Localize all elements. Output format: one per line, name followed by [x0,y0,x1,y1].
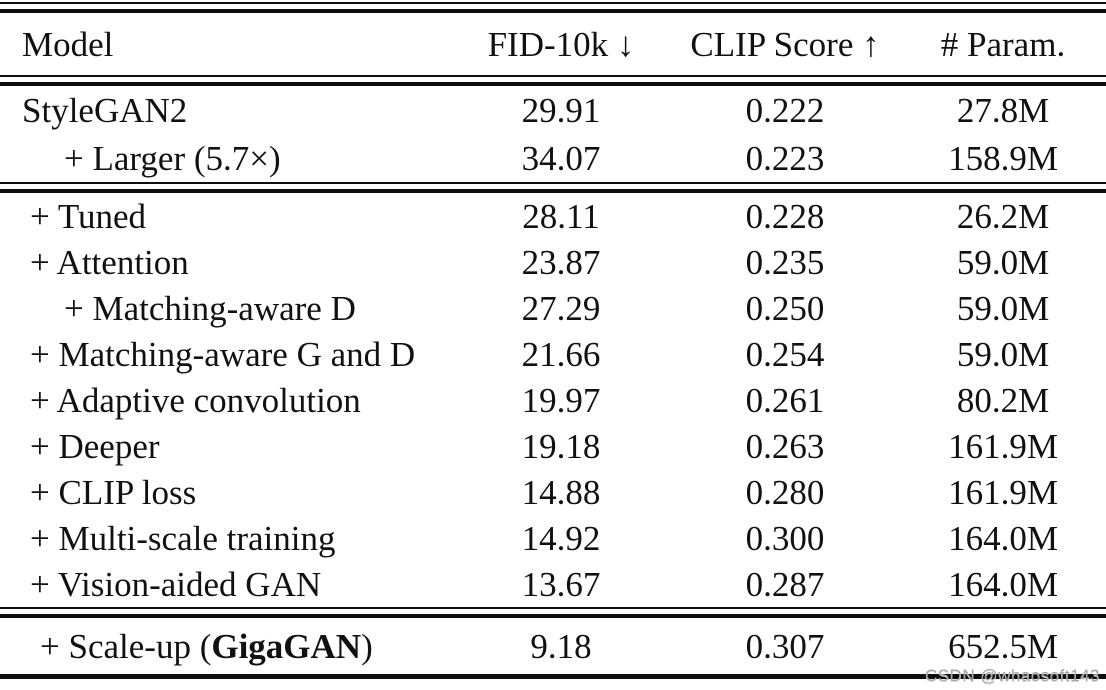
model-name: + Vision-aided GAN [30,564,322,604]
model-name: + Deeper [30,426,160,466]
section-divider-rule [0,182,1106,193]
fid-value-cell: 23.87 [521,242,601,282]
rule-thin-line [0,75,1106,77]
model-name: + CLIP loss [30,472,197,512]
fid-value-cell: 19.18 [521,426,601,466]
clip-score-value-cell: 0.307 [745,626,825,666]
model-cell: + Scale-up (GigaGAN) [0,629,452,664]
model-cell: + Tuned [0,199,452,234]
model-cell: + Matching-aware G and D [0,337,452,372]
fid-value-cell: 13.67 [521,564,601,604]
model-cell: + Attention [0,245,452,280]
param-count-cell: 164.0M [948,564,1058,604]
table-row: + Adaptive convolution 19.97 0.261 80.2M [0,377,1106,423]
table-row: + Matching-aware G and D 21.66 0.254 59.0M [0,331,1106,377]
model-name: + Scale-up ( [40,626,212,666]
table-row: + Larger (5.7×) 34.07 0.223 158.9M [0,134,1106,182]
param-count-cell: 59.0M [956,288,1050,328]
rule-thin-line [0,182,1106,184]
clip-score-value-cell: 0.261 [745,380,825,420]
param-count-cell: 158.9M [948,138,1058,178]
table-row: + Deeper 19.18 0.263 161.9M [0,423,1106,469]
model-name: + Multi-scale training [30,518,336,558]
clip-score-value-cell: 0.300 [745,518,825,558]
clip-score-value-cell: 0.287 [745,564,825,604]
fid-value-cell: 21.66 [521,334,601,374]
model-cell: + Larger (5.7×) [0,141,452,176]
table-row: StyleGAN2 29.91 0.222 27.8M [0,86,1106,134]
model-cell: + Adaptive convolution [0,383,452,418]
column-header-model: Model [22,24,114,64]
param-count-cell: 161.9M [948,426,1058,466]
model-name: + Attention [30,242,189,282]
table-row: + Multi-scale training 14.92 0.300 164.0M [0,515,1106,561]
column-header-clip-score: CLIP Score ↑ [690,24,880,64]
rule-thin-line [0,2,1106,4]
param-count-cell: 652.5M [948,626,1058,666]
model-cell: + Deeper [0,429,452,464]
model-name: + Matching-aware D [64,288,356,328]
model-name: + Matching-aware G and D [30,334,416,374]
watermark: CSDN @whaosoft143 [924,666,1100,685]
rule-thick-line [0,614,1106,618]
model-name: + Adaptive convolution [30,380,361,420]
bottom-rule [0,674,1106,679]
param-count-cell: 27.8M [956,90,1050,130]
param-count-cell: 161.9M [948,472,1058,512]
clip-score-value-cell: 0.263 [745,426,825,466]
model-name: + Tuned [30,196,147,236]
table-row: + Attention 23.87 0.235 59.0M [0,239,1106,285]
fid-value-cell: 28.11 [522,196,600,236]
param-count-cell: 164.0M [948,518,1058,558]
table-row: + Tuned 28.11 0.228 26.2M [0,193,1106,239]
section-ablations: + Tuned 28.11 0.228 26.2M + Attention 23.87 0.… [0,193,1106,607]
fid-value-cell: 27.29 [521,288,601,328]
rule-thin-line [0,607,1106,609]
model-name: ) [361,626,373,666]
model-cell: + CLIP loss [0,475,452,510]
section-final: + Scale-up (GigaGAN) 9.18 0.307 652.5M [0,618,1106,674]
clip-score-value-cell: 0.228 [745,196,825,236]
clip-score-value-cell: 0.280 [745,472,825,512]
param-count-cell: 59.0M [956,242,1050,282]
fid-value-cell: 9.18 [530,626,592,666]
clip-score-value-cell: 0.235 [745,242,825,282]
column-header-param-count: # Param. [940,24,1066,64]
model-name: + Larger (5.7×) [64,138,281,178]
section-baseline: StyleGAN2 29.91 0.222 27.8M + Larger (5.7×) 3… [0,86,1106,182]
model-cell: + Matching-aware D [0,291,452,326]
table-row: + Scale-up (GigaGAN) 9.18 0.307 652.5M [0,618,1106,674]
clip-score-value-cell: 0.250 [745,288,825,328]
rule-thick-line [0,9,1106,13]
model-name-bold: GigaGAN [211,626,362,666]
rule-thick-line [0,189,1106,193]
table-row: + CLIP loss 14.88 0.280 161.9M [0,469,1106,515]
clip-score-value-cell: 0.222 [745,90,825,130]
param-count-cell: 26.2M [956,196,1050,236]
header-rule [0,75,1106,86]
fid-value-cell: 14.88 [521,472,601,512]
section-divider-rule [0,607,1106,618]
model-name: StyleGAN2 [22,90,188,130]
fid-value-cell: 14.92 [521,518,601,558]
clip-score-value-cell: 0.254 [745,334,825,374]
rule-thick-line [0,82,1106,86]
clip-score-value-cell: 0.223 [745,138,825,178]
table-row: + Matching-aware D 27.29 0.250 59.0M [0,285,1106,331]
param-count-cell: 59.0M [956,334,1050,374]
top-rule [0,2,1106,13]
model-cell: + Vision-aided GAN [0,567,452,602]
fid-value-cell: 34.07 [521,138,601,178]
fid-value-cell: 19.97 [521,380,601,420]
table-row: + Vision-aided GAN 13.67 0.287 164.0M [0,561,1106,607]
param-count-cell: 80.2M [956,380,1050,420]
model-cell: StyleGAN2 [0,93,452,128]
column-header-fid: FID-10k ↓ [487,24,635,64]
model-cell: + Multi-scale training [0,521,452,556]
fid-value-cell: 29.91 [521,90,601,130]
header-row: Model FID-10k ↓ CLIP Score ↑ # Param. [0,13,1106,75]
